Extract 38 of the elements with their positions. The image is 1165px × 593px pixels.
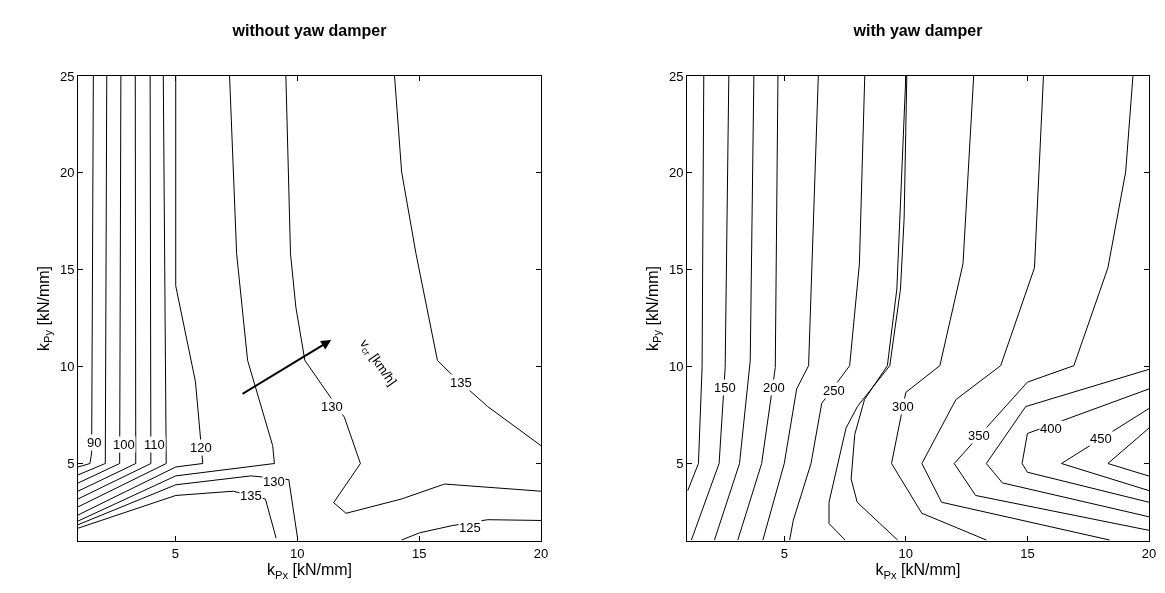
y-tick-label: 10 xyxy=(59,359,75,375)
chart-title: with yaw damper xyxy=(852,21,983,39)
annotation: 400 xyxy=(1040,421,1062,436)
annotation: 450 xyxy=(1090,431,1112,446)
y-tick-label: 25 xyxy=(59,68,75,84)
y-tick-label: 5 xyxy=(676,456,684,472)
x-tick-label: 20 xyxy=(533,545,549,561)
annotation: 135 xyxy=(240,488,262,503)
y-tick-label: 20 xyxy=(59,165,75,181)
annotation: 130 xyxy=(263,474,285,489)
annotation: 100 xyxy=(113,437,135,452)
y-tick-label: 25 xyxy=(668,68,684,84)
x-tick-label: 5 xyxy=(171,545,180,561)
x-tick-label: 15 xyxy=(1020,545,1035,561)
annotation: 130 xyxy=(321,399,343,414)
annotation: 350 xyxy=(968,428,990,443)
annotation: 90 xyxy=(87,435,102,450)
y-tick-label: 15 xyxy=(668,262,684,278)
annotation: 120 xyxy=(190,440,212,455)
y-tick-label: 15 xyxy=(59,262,75,278)
annotation: 200 xyxy=(763,380,785,395)
x-axis-title: k$_{Px}$ [kN/mm] xyxy=(266,561,353,581)
annotation: 150 xyxy=(714,380,736,395)
y-tick-label: 10 xyxy=(668,359,684,375)
x-tick-label: 15 xyxy=(411,545,427,561)
annotation: 135 xyxy=(450,375,472,390)
x-tick-label: 20 xyxy=(1141,545,1157,561)
annotation: 300 xyxy=(892,399,914,414)
x-tick-label: 5 xyxy=(780,545,788,561)
x-axis-title: k$_{Px}$ [kN/mm] xyxy=(875,561,961,581)
annotation: 110 xyxy=(144,437,165,452)
annotation: 125 xyxy=(459,520,481,535)
annotation: 250 xyxy=(823,383,845,398)
x-tick-label: 10 xyxy=(898,545,914,561)
x-tick-label: 10 xyxy=(290,545,305,561)
y-tick-label: 5 xyxy=(67,456,75,472)
y-tick-label: 20 xyxy=(668,165,684,181)
chart-title: without yaw damper xyxy=(231,21,387,39)
